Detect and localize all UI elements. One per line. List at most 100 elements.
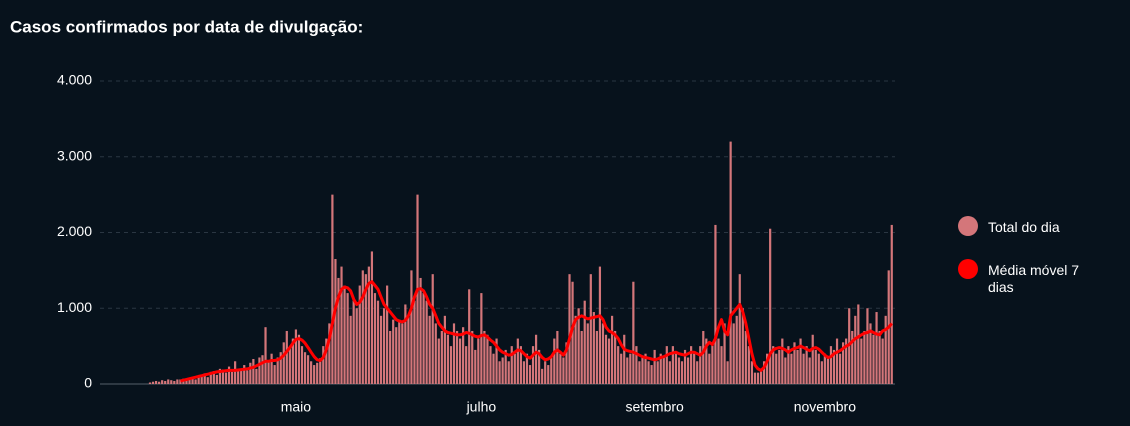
bar — [845, 338, 848, 384]
bar — [541, 368, 544, 384]
bar — [474, 349, 477, 384]
bar — [267, 362, 270, 384]
bar — [711, 342, 714, 384]
bar — [580, 330, 583, 384]
bar — [246, 370, 249, 384]
bar — [413, 300, 416, 384]
bar — [306, 355, 310, 384]
bar — [668, 361, 671, 384]
bar — [358, 285, 361, 384]
bar — [686, 357, 690, 384]
bar — [683, 349, 687, 384]
legend-swatch — [958, 259, 978, 279]
bar — [191, 377, 194, 384]
bar — [720, 346, 723, 384]
bar — [547, 365, 550, 384]
bar — [285, 330, 288, 384]
bar — [851, 330, 854, 384]
bar — [519, 346, 522, 384]
bar — [291, 338, 294, 384]
moving-average-line — [180, 280, 893, 383]
bar — [857, 304, 860, 384]
bar — [361, 270, 364, 384]
bar — [443, 315, 446, 384]
legend-label: Média móvel 7 dias — [988, 262, 1080, 295]
bar — [158, 381, 161, 384]
bar — [814, 349, 817, 384]
bar — [322, 346, 325, 384]
bar — [522, 361, 526, 384]
bar — [726, 361, 729, 384]
bar — [534, 334, 538, 384]
bar — [762, 361, 766, 384]
bar — [398, 319, 401, 384]
bar — [753, 372, 757, 384]
bar — [769, 228, 772, 384]
bar — [860, 338, 863, 384]
bar — [258, 357, 261, 384]
bar — [838, 353, 842, 384]
bar — [620, 353, 623, 384]
bar — [644, 353, 647, 384]
bar — [802, 353, 805, 384]
bar — [367, 266, 370, 384]
bar — [671, 346, 674, 384]
bar — [352, 300, 355, 384]
bar — [401, 323, 404, 384]
bar — [197, 376, 200, 384]
bar — [303, 352, 307, 384]
bar — [495, 338, 498, 384]
bar — [759, 368, 763, 384]
bar — [422, 293, 425, 384]
bar — [559, 353, 562, 384]
bar — [665, 346, 668, 384]
bar — [528, 365, 532, 384]
bar — [805, 346, 808, 384]
bar — [504, 349, 507, 384]
bar — [696, 361, 699, 384]
bar — [744, 330, 747, 384]
bar — [161, 380, 164, 384]
bar — [373, 293, 377, 384]
bar — [756, 372, 760, 384]
x-tick-label: julho — [466, 399, 497, 415]
bar — [300, 346, 304, 384]
bar — [282, 342, 285, 384]
bar — [310, 361, 313, 384]
y-tick-label: 4.000 — [57, 72, 92, 88]
bar — [550, 357, 553, 384]
bar — [699, 346, 702, 384]
bar — [556, 330, 559, 384]
bar — [227, 366, 231, 384]
bar — [270, 353, 273, 384]
y-tick-label: 2.000 — [57, 223, 92, 239]
bar — [325, 338, 328, 384]
bar — [261, 355, 264, 384]
bar — [595, 330, 598, 384]
bar — [471, 330, 474, 384]
bar — [179, 379, 182, 384]
bar — [604, 334, 608, 384]
bar — [379, 315, 383, 384]
y-tick-label: 3.000 — [57, 147, 92, 163]
bar — [468, 289, 471, 384]
bar — [729, 141, 732, 384]
bar — [708, 353, 711, 384]
bar — [735, 315, 738, 384]
bar — [723, 323, 726, 384]
bar — [276, 357, 279, 384]
bar — [702, 330, 705, 384]
bar — [340, 266, 343, 384]
legend-label: Total do dia — [988, 219, 1060, 235]
chart-title: Casos confirmados por data de divulgação… — [10, 17, 363, 36]
bar — [598, 266, 602, 384]
bar — [273, 365, 276, 384]
bar — [826, 357, 830, 384]
bar — [890, 224, 893, 384]
bar — [562, 357, 565, 384]
bar — [148, 382, 152, 384]
bar — [255, 368, 258, 384]
bar — [854, 315, 857, 384]
bar — [452, 323, 456, 384]
bar — [252, 359, 255, 384]
